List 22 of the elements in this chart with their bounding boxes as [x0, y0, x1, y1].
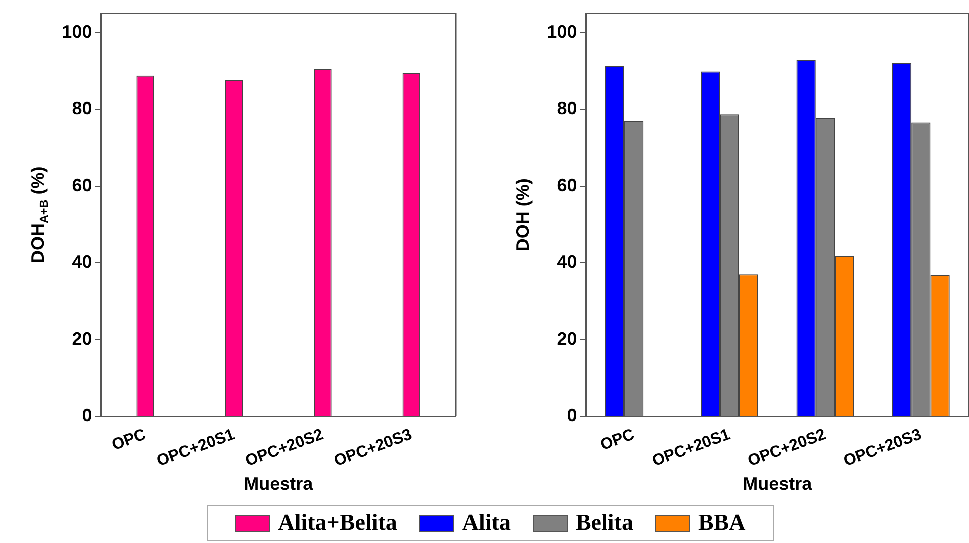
x-tick-label: OPC: [598, 426, 638, 454]
x-tick-label: OPC: [110, 426, 149, 454]
y-tick-label: 0: [82, 405, 92, 426]
y-tick-label: 40: [557, 252, 578, 272]
x-axis-title: Muestra: [743, 474, 814, 494]
y-axis-title: DOHA+B (%): [28, 166, 51, 264]
y-axis-title: DOH (%): [513, 178, 534, 252]
y-tick-label: 40: [72, 252, 92, 272]
y-tick-label: 80: [72, 98, 92, 119]
y-tick-label: 60: [557, 175, 578, 196]
legend-label: Alita: [462, 510, 511, 536]
legend-label: BBA: [698, 510, 746, 536]
y-tick-label: 60: [72, 175, 92, 196]
legend-label: Alita+Belita: [278, 510, 398, 536]
y-tick-label: 20: [557, 328, 578, 349]
y-tick-label: 80: [557, 98, 578, 119]
legend-label: Belita: [576, 510, 634, 536]
x-axis-title: Muestra: [244, 474, 314, 494]
y-tick-label: 100: [62, 22, 92, 42]
y-tick-label: 20: [72, 328, 92, 349]
y-tick-label: 100: [547, 22, 578, 42]
y-tick-label: 0: [567, 405, 578, 426]
